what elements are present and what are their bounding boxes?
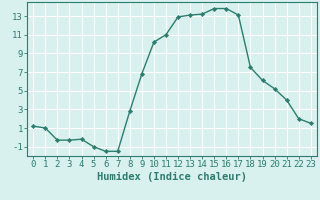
- X-axis label: Humidex (Indice chaleur): Humidex (Indice chaleur): [97, 172, 247, 182]
